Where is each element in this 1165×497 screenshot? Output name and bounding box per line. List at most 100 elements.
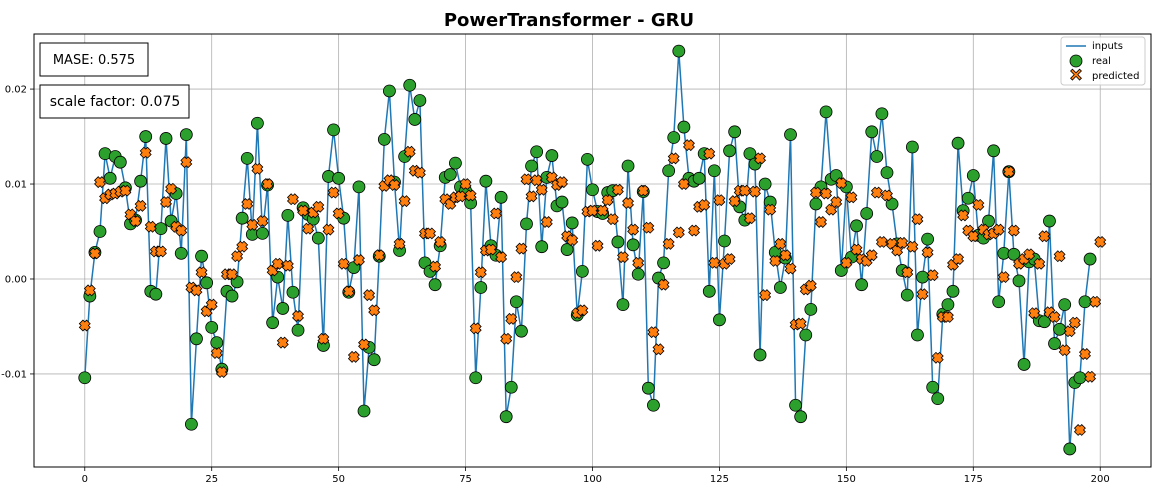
real-point <box>103 171 117 185</box>
x-tick-label: 175 <box>964 474 983 485</box>
real-point <box>641 381 655 395</box>
real-point <box>951 136 965 150</box>
real-point <box>621 159 635 173</box>
predicted-point <box>804 279 817 292</box>
y-tick-label: 0.02 <box>5 85 27 96</box>
predicted-point <box>165 182 178 195</box>
predicted-point <box>850 243 863 256</box>
predicted-point <box>652 343 665 356</box>
predicted-point <box>175 224 188 237</box>
real-point <box>743 147 757 161</box>
real-point <box>702 284 716 298</box>
predicted-point <box>632 256 645 269</box>
real-point <box>611 235 625 249</box>
real-point <box>515 324 528 338</box>
predicted-point <box>358 338 370 351</box>
predicted-point <box>743 212 756 225</box>
predicted-point <box>1002 165 1015 178</box>
real-point <box>545 149 559 162</box>
predicted-point <box>647 326 660 339</box>
real-point <box>1063 442 1077 456</box>
predicted-point <box>454 190 467 203</box>
real-point <box>408 113 422 126</box>
real-point <box>1048 337 1061 350</box>
predicted-point <box>286 193 299 206</box>
real-point <box>723 144 736 158</box>
real-point <box>789 398 802 412</box>
predicted-point <box>896 236 909 249</box>
predicted-point <box>591 239 604 252</box>
predicted-point <box>606 213 619 226</box>
real-point <box>992 295 1006 309</box>
predicted-point <box>779 249 792 262</box>
mase-box <box>39 42 149 77</box>
predicted-point <box>515 242 528 255</box>
predicted-point <box>322 223 335 236</box>
real-point <box>1043 214 1056 228</box>
predicted-point <box>794 317 807 330</box>
real-point <box>794 410 808 424</box>
predicted-point <box>1094 235 1107 248</box>
predicted-point <box>1023 248 1036 261</box>
predicted-point <box>510 271 523 284</box>
x-tick-label: 75 <box>459 474 472 485</box>
predicted-point <box>292 310 304 322</box>
predicted-point <box>535 183 548 196</box>
real-point <box>403 78 417 92</box>
predicted-point <box>393 237 406 250</box>
predicted-point <box>688 224 701 237</box>
predicted-point <box>495 251 508 264</box>
predicted-point <box>1079 348 1091 360</box>
predicted-point <box>241 198 254 210</box>
predicted-point <box>490 207 502 220</box>
predicted-point <box>276 336 289 349</box>
real-point <box>626 238 640 252</box>
predicted-point <box>911 213 924 226</box>
predicted-point <box>236 240 249 253</box>
real-point <box>205 321 219 334</box>
real-point <box>1058 298 1072 312</box>
real-point <box>383 84 396 98</box>
mase-annotation: MASE: 0.575 <box>39 42 149 77</box>
real-point <box>875 107 889 121</box>
predicted-point <box>774 237 787 250</box>
real-point <box>200 276 214 290</box>
predicted-point <box>916 288 929 301</box>
predicted-point <box>637 184 650 197</box>
real-point <box>1073 371 1087 385</box>
predicted-point <box>749 185 761 198</box>
real-point <box>662 164 676 178</box>
real-point <box>291 323 305 337</box>
predicted-point <box>312 200 325 213</box>
y-tick-label: -0.01 <box>1 369 27 380</box>
real-point <box>926 380 940 394</box>
predicted-point <box>738 184 751 197</box>
real-point <box>311 231 325 245</box>
predicted-point <box>363 289 376 302</box>
predicted-point <box>1033 257 1046 270</box>
real-point <box>880 166 894 180</box>
predicted-point <box>840 256 853 269</box>
scale-factor-label: scale factor <box>50 94 132 110</box>
predicted-point <box>429 260 442 273</box>
predicted-point <box>906 240 919 253</box>
predicted-point <box>119 184 132 197</box>
x-tick-label: 50 <box>332 474 345 485</box>
real-point <box>784 128 797 142</box>
predicted-point <box>388 179 401 191</box>
x-tick-label: 125 <box>710 474 729 485</box>
real-point <box>692 171 706 185</box>
predicted-point <box>754 152 767 165</box>
predicted-point <box>302 222 315 235</box>
real-point <box>443 168 457 181</box>
predicted-point <box>820 187 833 200</box>
real-point <box>616 298 630 312</box>
real-point <box>149 287 163 301</box>
real-point <box>494 190 508 204</box>
predicted-point <box>1058 344 1071 357</box>
real-point <box>332 171 346 185</box>
real-point <box>327 123 340 137</box>
predicted-point <box>672 226 685 239</box>
